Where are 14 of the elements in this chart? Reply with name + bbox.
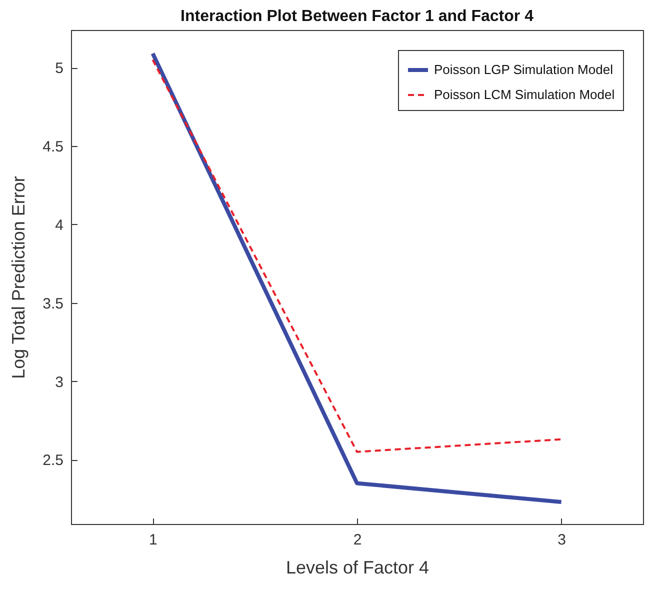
x-axis-title: Levels of Factor 4 [286,558,430,578]
legend-label: Poisson LCM Simulation Model [434,87,615,102]
chart-title: Interaction Plot Between Factor 1 and Factor 4 [180,8,534,25]
y-axis-title: Log Total Prediction Error [8,176,29,379]
y-tick-label: 2.5 [42,452,64,470]
y-tick-label: 4 [55,216,64,234]
y-tick-label: 3.5 [42,295,64,312]
y-tick-label: 4.5 [42,138,64,156]
x-tick-label: 3 [558,532,566,548]
y-tick-label: 5 [55,60,64,78]
x-tick-label: 1 [149,532,158,548]
x-tick-label: 2 [353,532,362,548]
y-tick-label: 3 [55,374,64,391]
legend-label: Poisson LGP Simulation Model [434,62,614,77]
